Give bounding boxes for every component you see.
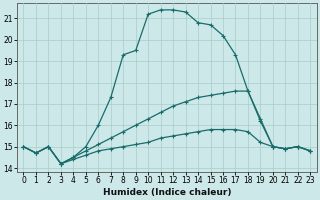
X-axis label: Humidex (Indice chaleur): Humidex (Indice chaleur) <box>103 188 231 197</box>
